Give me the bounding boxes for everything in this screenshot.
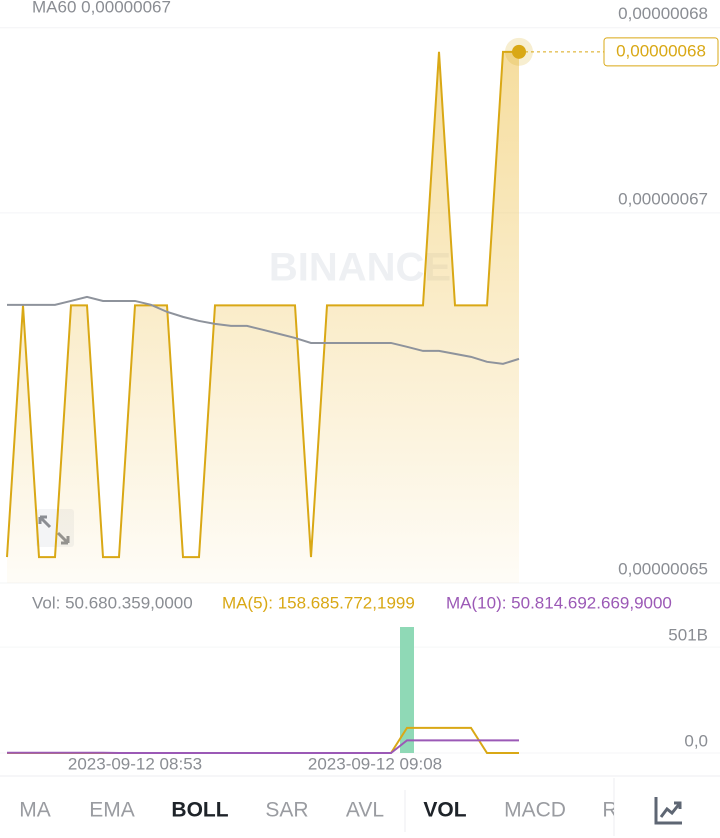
legend-entry: MA(5): 158.685.772,1999	[222, 593, 415, 612]
indicator-tab[interactable]: AVL	[346, 799, 384, 822]
indicator-tab[interactable]: BOLL	[171, 799, 228, 822]
last-price-label: 0,00000068	[616, 41, 706, 60]
volume-bar	[400, 627, 414, 753]
last-price-box	[603, 37, 719, 67]
price-area	[7, 51, 519, 584]
volume-ma-line	[7, 739, 519, 754]
indicator-tab[interactable]: SAR	[265, 799, 308, 822]
y-tick-label: 0,0	[684, 731, 708, 750]
indicator-tab[interactable]: EMA	[89, 799, 135, 822]
last-price-dot	[512, 44, 526, 59]
indicator-tab[interactable]: MACD	[504, 799, 566, 822]
legend-entry: MA(10): 50.814.692.669,9000	[446, 593, 672, 612]
indicator-label: MA60 0,00000067	[32, 0, 171, 16]
y-tick-label: 0,00000067	[618, 189, 708, 208]
chart-settings-icon[interactable]	[654, 797, 682, 825]
x-tick-label: 2023-09-12 08:53	[68, 754, 202, 773]
indicator-tab[interactable]: R	[602, 799, 617, 822]
indicator-tab[interactable]: MA	[19, 799, 51, 822]
indicator-tab[interactable]: VOL	[423, 799, 466, 822]
x-tick-label: 2023-09-12 09:08	[308, 754, 442, 773]
price-line	[6, 50, 519, 559]
watermark: BINANCE	[269, 246, 451, 290]
y-tick-label: 501B	[668, 626, 708, 645]
y-tick-label: 0,00000068	[618, 4, 708, 23]
y-tick-label: 0,00000065	[618, 559, 708, 578]
tab-bar: MA EMA BOLL SAR AVL VOL MACD R	[19, 799, 617, 822]
ma-line	[7, 295, 520, 365]
legend-entry: Vol: 50.680.359,0000	[32, 593, 193, 612]
